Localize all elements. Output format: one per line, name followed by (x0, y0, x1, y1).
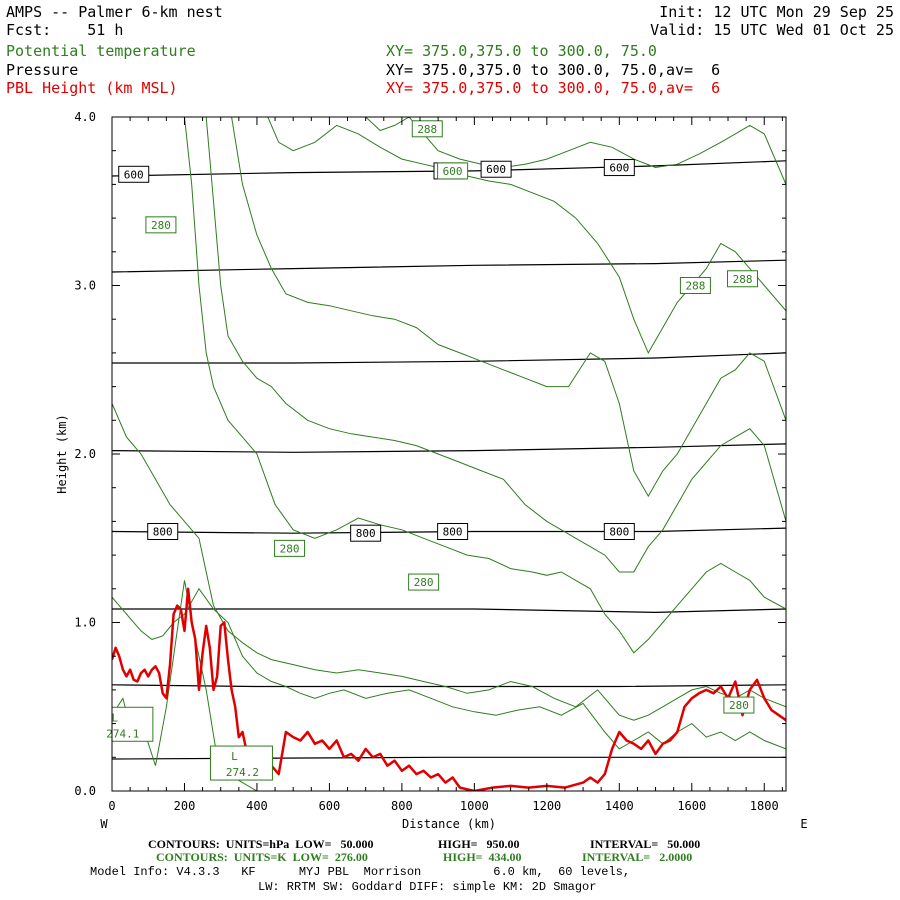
pbl-height-line (112, 587, 786, 791)
x-tick-label: 1400 (605, 799, 634, 813)
theta-label-box (723, 696, 755, 714)
theta-label-box (408, 573, 440, 591)
x-tick-label: 1600 (677, 799, 706, 813)
y-tick-label: 4.0 (74, 110, 96, 124)
pressure-label: 800 (153, 526, 173, 539)
pressure-label: 600 (486, 163, 506, 176)
footer-theta-interval: INTERVAL= 2.0000 (582, 850, 693, 864)
pressure-contour-900 (112, 684, 786, 688)
pressure-contour-850 (112, 608, 786, 614)
theta-label: 288 (417, 123, 437, 136)
field-pressure-name: Pressure (6, 61, 79, 79)
theta-label: 280 (151, 219, 171, 232)
pressure-label-box (603, 523, 635, 541)
field-pbl-name: PBL Height (km MSL) (6, 79, 178, 97)
pressure-label-box (118, 165, 150, 183)
theta-label-box (727, 270, 759, 288)
x-tick-label: 1200 (532, 799, 561, 813)
footer-theta-contours: CONTOURS: UNITS=K LOW= 276.00 (156, 850, 368, 864)
chart-title: AMPS -- Palmer 6-km nest (6, 3, 223, 21)
valid-time: Valid: 15 UTC Wed 01 Oct 25 (650, 21, 894, 39)
pressure-label-box (480, 160, 512, 178)
y-tick-label: 0.0 (74, 784, 96, 798)
theta-contour-5 (231, 117, 786, 498)
footer-pressure-high: HIGH= 950.00 (438, 837, 520, 851)
x-tick-label: 400 (246, 799, 268, 813)
y-tick-label: 2.0 (74, 447, 96, 461)
theta-label-box (679, 277, 711, 294)
pressure-label: 600 (609, 162, 629, 175)
init-time: Init: 12 UTC Mon 29 Sep 25 (659, 3, 894, 21)
theta-label-box (437, 162, 469, 180)
theta-label-box (145, 216, 177, 234)
theta-label: 288 (733, 273, 753, 286)
pressure-label: 600 (124, 168, 144, 181)
low-marker-letter: L (231, 750, 238, 763)
field-pbl-xy: XY= 375.0,375.0 to 300.0, 75.0,av= 6 (386, 79, 721, 97)
low-marker-value: 274.2 (226, 766, 259, 779)
x-tick-label: 1800 (750, 799, 779, 813)
pressure-label: 800 (609, 526, 629, 539)
forecast-hour: Fcst: 51 h (6, 21, 124, 39)
pressure-contour-700 (112, 352, 786, 364)
pressure-contour-600 (112, 160, 786, 177)
footer-theta-high: HIGH= 434.00 (443, 850, 522, 864)
pressure-label-box (603, 159, 635, 177)
theta-contour-6 (267, 117, 786, 355)
x-tick-label: 800 (391, 799, 413, 813)
x-tick-label: 0 (108, 799, 115, 813)
theta-contour-1 (112, 587, 786, 750)
field-theta-xy: XY= 375.0,375.0 to 300.0, 75.0 (386, 42, 657, 60)
pressure-contour-650 (112, 259, 786, 273)
theta-contour-3 (184, 117, 786, 654)
x-tick-label: 1000 (460, 799, 489, 813)
theta-contour-4 (205, 117, 786, 573)
theta-label: 280 (414, 576, 434, 589)
low-marker-letter: L (112, 711, 119, 724)
field-theta-name: Potential temperature (6, 42, 196, 60)
pressure-label: 800 (443, 526, 463, 539)
west-label: W (100, 817, 108, 831)
theta-label-box (411, 120, 443, 138)
y-tick-label: 1.0 (74, 616, 96, 630)
footer-pressure-interval: INTERVAL= 50.000 (590, 837, 701, 851)
theta-contour-2 (112, 403, 786, 721)
pressure-label: 800 (356, 527, 376, 540)
footer-physics: LW: RRTM SW: Goddard DIFF: simple KM: 2D… (258, 880, 597, 894)
theta-label: 280 (729, 699, 749, 712)
pressure-contour-800 (112, 527, 786, 534)
y-axis-label: Height (km) (55, 414, 69, 493)
theta-label: 288 (685, 280, 705, 293)
pressure-label-box (147, 523, 179, 541)
low-marker-box (209, 745, 273, 781)
pressure-contour-750 (112, 443, 786, 453)
footer-pressure-contours: CONTOURS: UNITS=hPa LOW= 50.000 (148, 837, 374, 851)
theta-label: 600 (443, 165, 463, 178)
pressure-label-box (350, 524, 382, 542)
low-marker-value: 274.1 (106, 727, 139, 740)
low-marker-box (112, 706, 154, 742)
theta-label-box (274, 539, 306, 557)
field-pressure-xy: XY= 375.0,375.0 to 300.0, 75.0,av= 6 (386, 61, 721, 79)
east-label: E (800, 817, 807, 831)
theta-label: 280 (280, 542, 300, 555)
footer-model-info: Model Info: V4.3.3 KF MYJ PBL Morrison 6… (90, 865, 631, 879)
pressure-label-box (437, 523, 469, 541)
x-tick-label: 200 (174, 799, 196, 813)
y-tick-label: 3.0 (74, 279, 96, 293)
x-tick-label: 600 (319, 799, 341, 813)
x-axis-label: Distance (km) (402, 817, 496, 831)
